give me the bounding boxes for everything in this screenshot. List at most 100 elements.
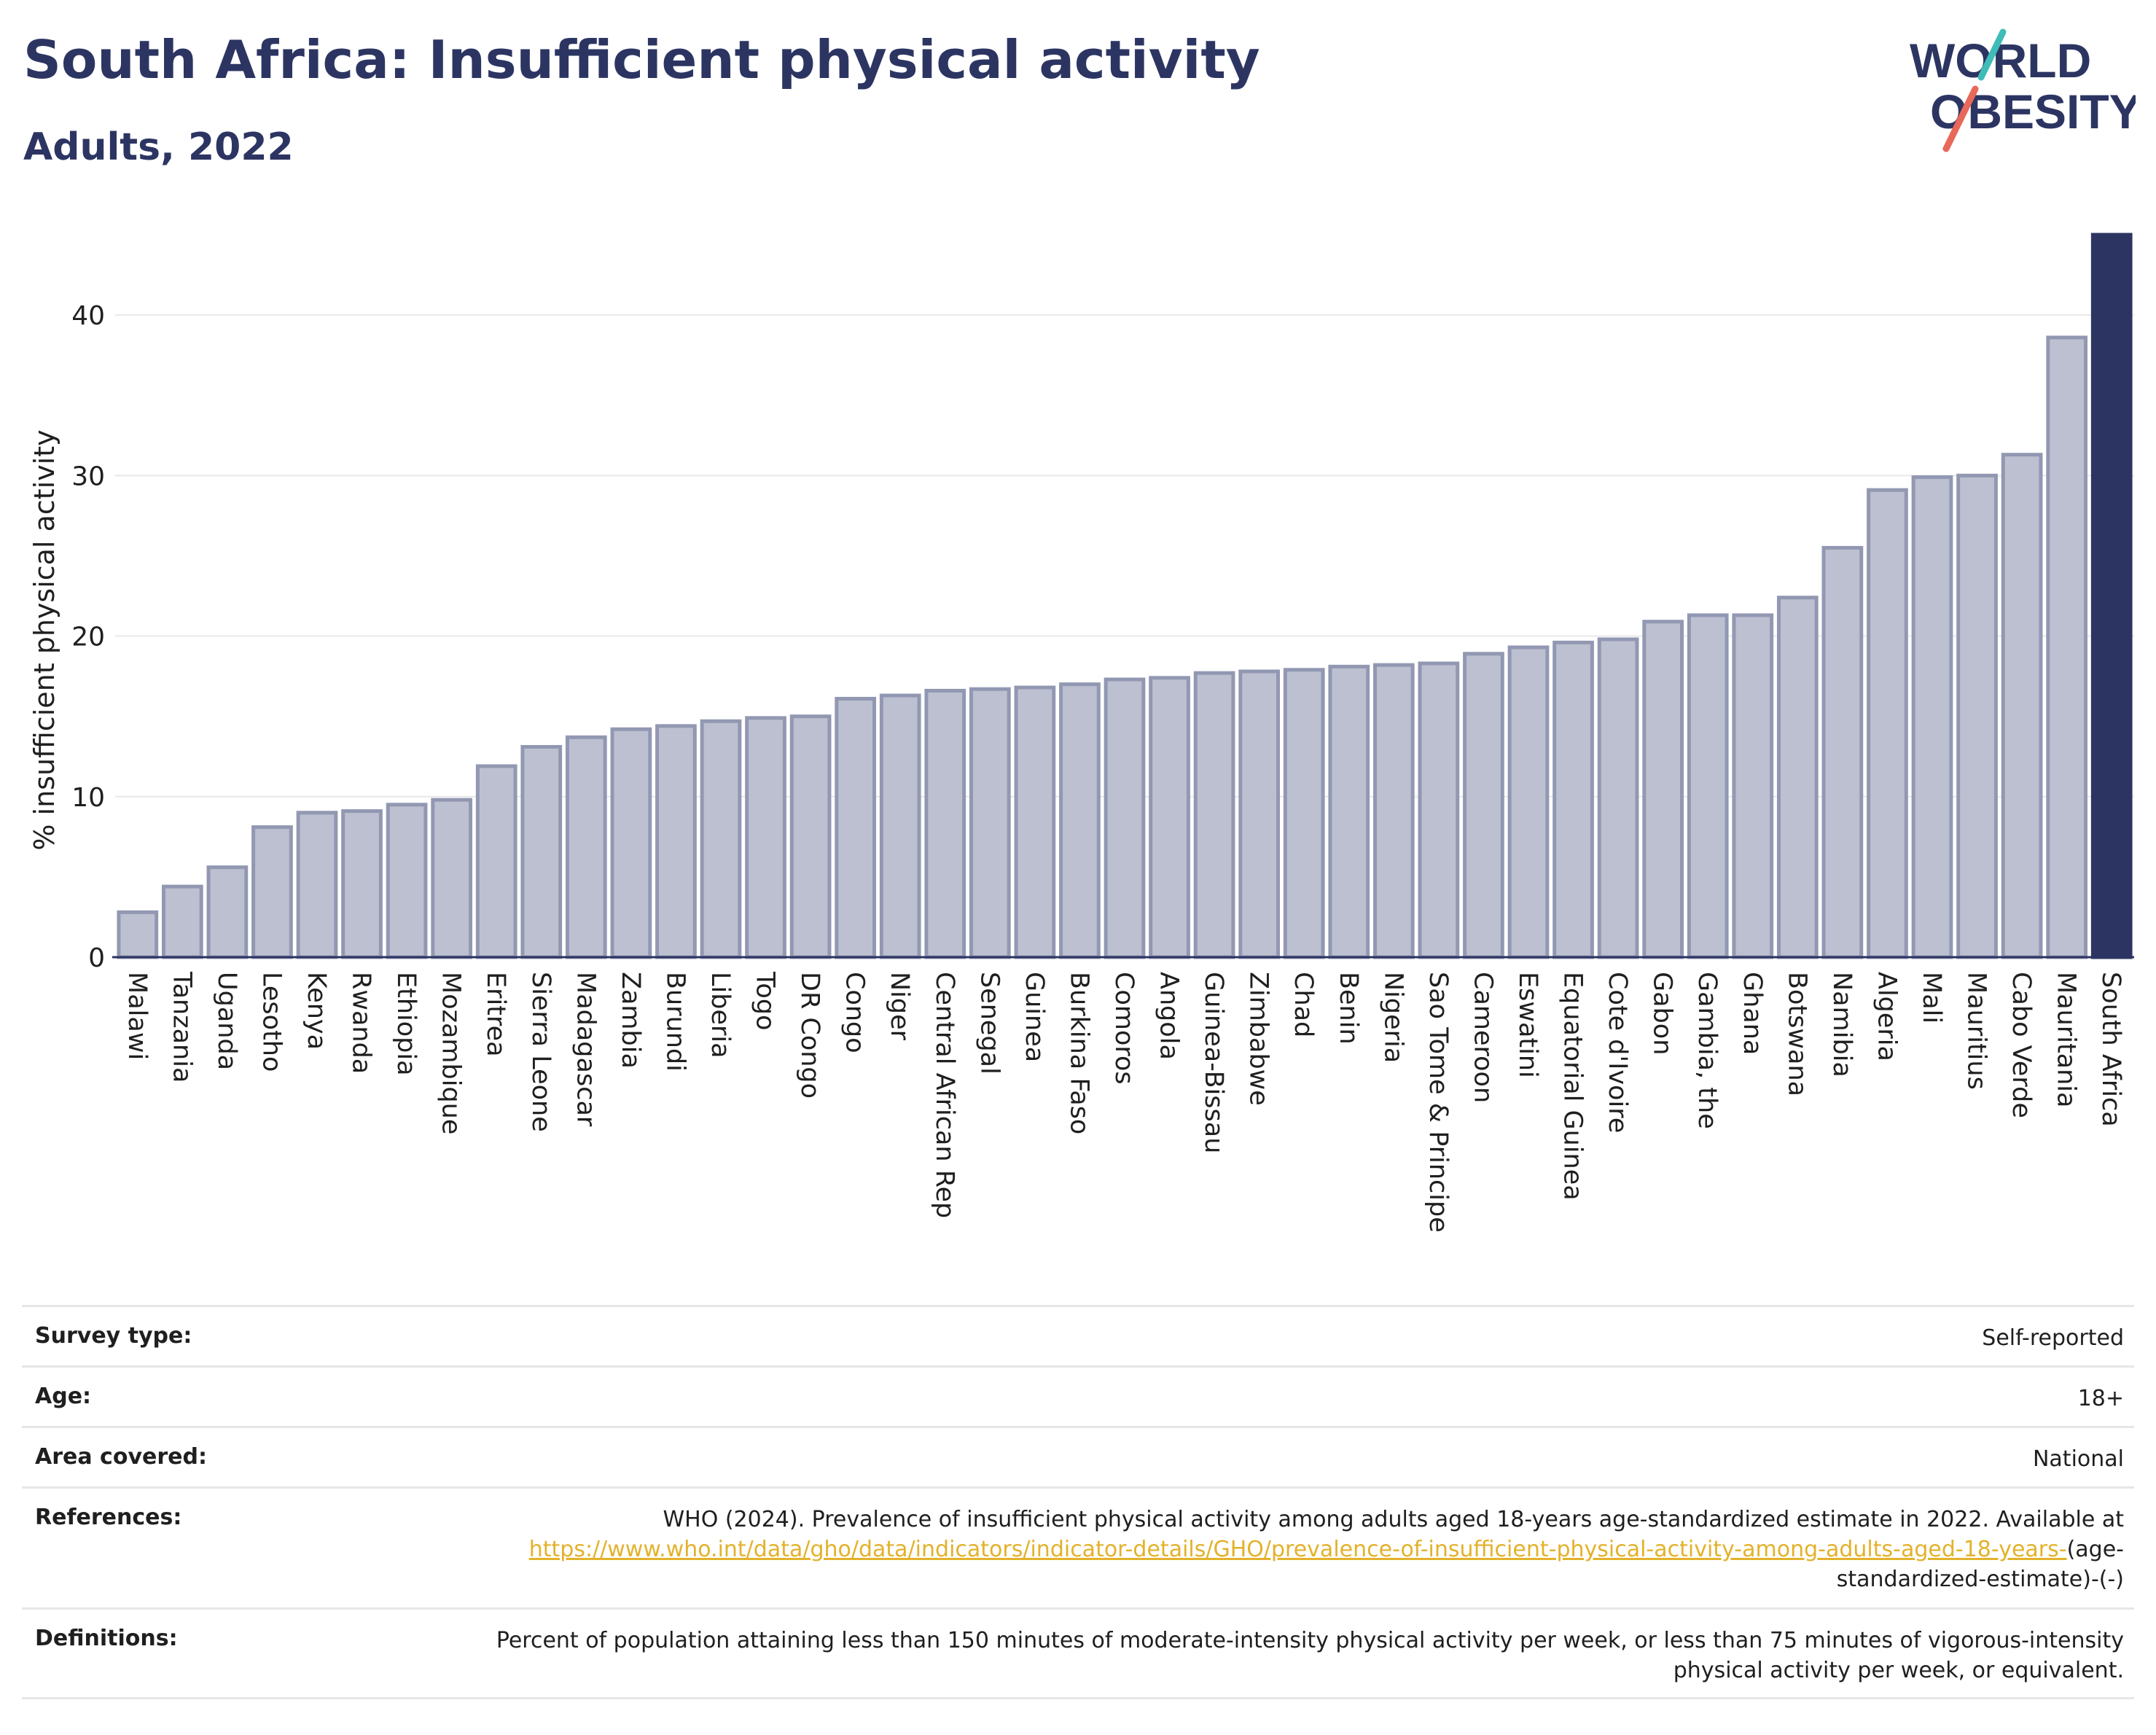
bar xyxy=(924,688,966,959)
x-tick-label: Togo xyxy=(751,971,780,1030)
bar xyxy=(1372,663,1415,959)
y-tick-label: 40 xyxy=(71,301,105,331)
bar xyxy=(1238,669,1281,959)
x-tick-label: Algeria xyxy=(1872,972,1901,1061)
references-text: WHO (2024). Prevalence of insufficient p… xyxy=(663,1507,2124,1532)
bar xyxy=(117,910,159,959)
x-tick-label: Tanzania xyxy=(167,971,196,1083)
bar xyxy=(475,764,517,959)
bar xyxy=(1821,545,1864,959)
x-tick-label: Rwanda xyxy=(347,972,376,1074)
bar xyxy=(1193,671,1235,959)
x-tick-label: Angola xyxy=(1155,972,1184,1060)
bar xyxy=(161,884,203,959)
metadata-table: Survey type: Self-reported Age: 18+ Area… xyxy=(22,1305,2134,1699)
bar xyxy=(2001,453,2043,959)
x-tick-label: Benin xyxy=(1334,972,1363,1045)
bar xyxy=(1014,685,1056,959)
bar xyxy=(1597,637,1639,959)
bar xyxy=(610,727,652,959)
y-tick-label: 30 xyxy=(71,461,105,491)
y-axis-label: % insufficient physical activity xyxy=(28,429,60,850)
x-tick-label: Mali xyxy=(1917,972,1946,1024)
x-tick-label: DR Congo xyxy=(795,972,824,1099)
x-tick-label: Niger xyxy=(885,972,914,1041)
bar xyxy=(1328,664,1370,959)
logo-slash-red xyxy=(1942,85,1979,152)
y-tick-label: 10 xyxy=(71,783,105,813)
x-tick-label: Kenya xyxy=(302,972,331,1050)
bar xyxy=(386,803,428,959)
bar xyxy=(1867,488,1908,959)
bar xyxy=(789,714,832,959)
x-tick-label: Burkina Faso xyxy=(1064,972,1093,1134)
definitions-value: Percent of population attaining less tha… xyxy=(496,1628,2124,1683)
bar xyxy=(1507,645,1550,959)
bar xyxy=(1059,682,1101,959)
x-tick-label: Sierra Leone xyxy=(526,972,555,1132)
bar xyxy=(341,809,383,959)
bar xyxy=(296,811,338,959)
x-tick-label: Ghana xyxy=(1738,972,1767,1055)
bar xyxy=(431,798,473,959)
bar xyxy=(745,716,786,959)
bar xyxy=(1732,613,1774,959)
bar xyxy=(1911,475,1953,959)
survey-type-label: Survey type: xyxy=(35,1323,192,1349)
x-tick-label: Cabo Verde xyxy=(2007,972,2036,1118)
x-tick-label: South Africa xyxy=(2096,972,2125,1127)
chart-title: South Africa: Insufficient physical acti… xyxy=(23,29,1260,90)
meta-row-age: Age: 18+ xyxy=(22,1365,2134,1426)
definitions-label: Definitions: xyxy=(35,1626,178,1651)
x-tick-label: Gambia, the xyxy=(1692,972,1722,1129)
bar xyxy=(969,687,1011,959)
x-tick-label: Congo xyxy=(840,972,870,1053)
bar-chart: 0 10 20 30 40 Malawi Tanzania Uganda Lesotho Ken… xyxy=(28,233,2134,1233)
x-tick-label: Central African Rep xyxy=(930,972,959,1218)
x-tick-label: Madagascar xyxy=(571,972,600,1127)
x-tick-label: Nigeria xyxy=(1378,972,1407,1063)
x-tick-label: Zimbabwe xyxy=(1244,972,1273,1106)
bar-highlight xyxy=(2090,233,2133,959)
x-tick-label: Burundi xyxy=(660,972,690,1072)
bar xyxy=(1642,620,1684,959)
bar xyxy=(1283,668,1325,959)
chart-subtitle: Adults, 2022 xyxy=(23,125,294,169)
survey-type-value: Self-reported xyxy=(1982,1325,2124,1351)
x-tick-label: Botswana xyxy=(1782,972,1811,1096)
bar xyxy=(206,865,249,959)
x-tick-label: Liberia xyxy=(706,972,735,1058)
references-label: References: xyxy=(35,1505,182,1530)
bar xyxy=(1776,596,1819,959)
bar xyxy=(700,719,742,959)
x-tick-label: Mauritius xyxy=(1962,972,1991,1090)
x-tick-label: Comoros xyxy=(1109,972,1138,1085)
bar xyxy=(835,696,877,959)
bar xyxy=(2046,335,2088,959)
x-tick-label: Sao Tome & Principe xyxy=(1423,972,1453,1233)
references-suffix: (age-standardized-estimate)-(-) xyxy=(1836,1537,2124,1592)
bar xyxy=(1956,473,1998,959)
bar xyxy=(1463,652,1504,959)
bar xyxy=(565,735,607,959)
x-tick-label: Guinea xyxy=(1020,972,1049,1062)
x-tick-label: Equatorial Guinea xyxy=(1558,972,1587,1201)
references-link[interactable]: https://www.who.int/data/gho/data/indica… xyxy=(528,1537,2067,1562)
x-tick-label: Chad xyxy=(1289,972,1318,1037)
x-tick-label: Guinea-Bissau xyxy=(1199,972,1228,1153)
bar xyxy=(251,825,293,959)
x-tick-label: Cote d'Ivoire xyxy=(1603,972,1632,1133)
bar xyxy=(879,693,921,959)
bar xyxy=(1687,613,1729,959)
meta-row-definitions: Definitions: Percent of population attai… xyxy=(22,1607,2134,1699)
bar xyxy=(1104,677,1146,959)
bar xyxy=(1552,640,1594,959)
age-label: Age: xyxy=(35,1384,92,1409)
meta-row-area: Area covered: National xyxy=(22,1426,2134,1486)
meta-row-references: References: WHO (2024). Prevalence of in… xyxy=(22,1486,2134,1607)
bar xyxy=(520,745,563,959)
x-tick-label: Mauritania xyxy=(2052,972,2081,1107)
x-tick-label: Mozambique xyxy=(437,972,466,1134)
x-tick-label: Senegal xyxy=(975,972,1004,1075)
references-value: WHO (2024). Prevalence of insufficient p… xyxy=(414,1505,2124,1607)
